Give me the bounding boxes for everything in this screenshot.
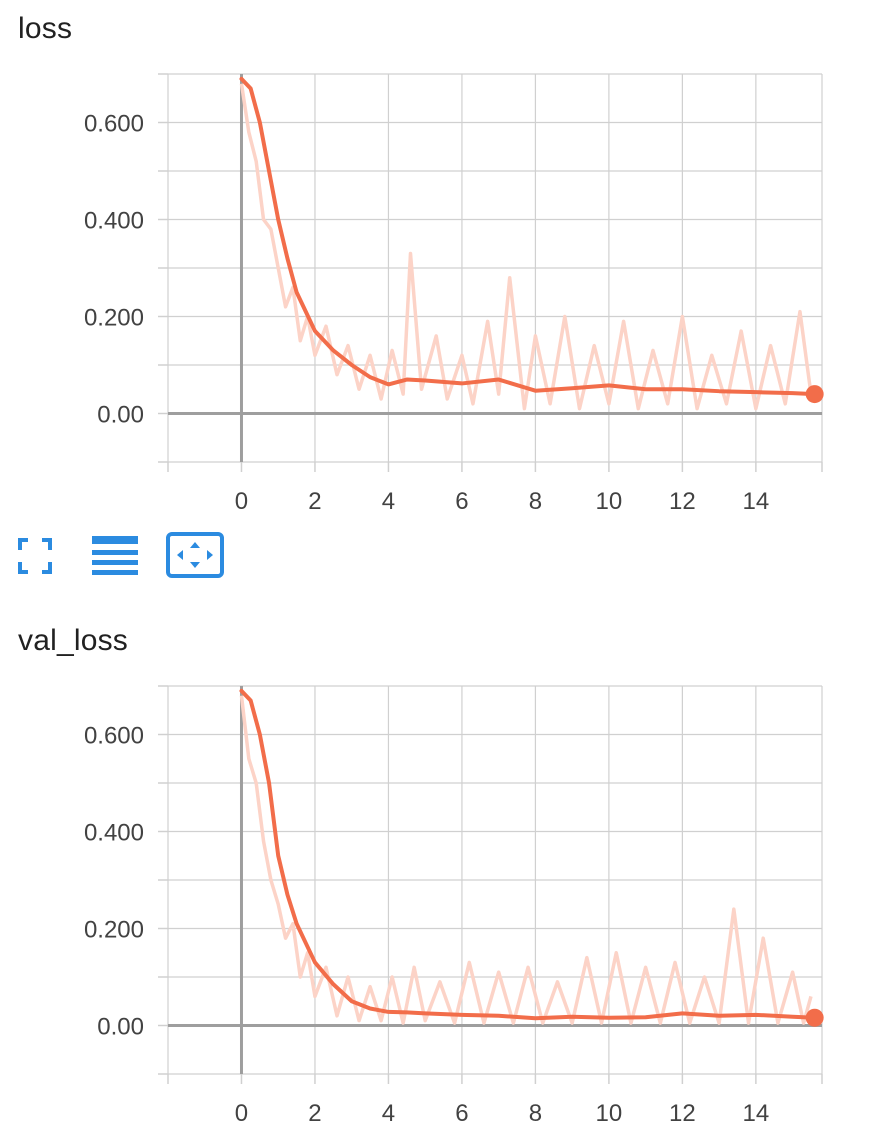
toggle-legend-button[interactable] [92,532,140,580]
raw-series-line [239,695,813,1025]
y-tick-label: 0.200 [84,917,144,944]
chart-title: loss [18,12,73,45]
loss-chart-panel: loss 0 2 4 6 8 10 12 14 0.00 0.200 0.400 0.600 [0,0,870,520]
y-tick-label: 0.400 [84,820,144,847]
raw-series-line [239,83,813,411]
y-tick-label: 0.600 [84,723,144,750]
fit-domain-icon [166,532,224,578]
loss-chart[interactable]: 0 2 4 6 8 10 12 14 0.00 0.200 0.400 0.600 [0,0,870,520]
y-tick-label: 0.200 [84,305,144,332]
x-tick-label: 2 [308,1100,321,1127]
fullscreen-icon [18,538,52,574]
fit-domain-button[interactable] [166,532,226,580]
x-tick-label: 4 [382,488,395,515]
x-tick-label: 14 [743,1100,770,1127]
x-tick-label: 12 [669,1100,696,1127]
y-tick-label: 0.00 [97,1014,144,1041]
x-tick-label: 14 [743,488,770,515]
x-tick-label: 6 [455,1100,468,1127]
smoothed-series-line [239,688,817,1021]
x-tick-label: 12 [669,488,696,515]
x-tick-label: 8 [529,1100,542,1127]
fullscreen-button[interactable] [16,532,56,580]
x-tick-label: 8 [529,488,542,515]
y-tick-label: 0.600 [84,111,144,138]
list-icon [92,536,138,575]
y-tick-label: 0.00 [97,402,144,429]
x-tick-label: 4 [382,1100,395,1127]
val-loss-chart[interactable]: 0 2 4 6 8 10 12 14 0.00 0.200 0.400 0.600 [0,612,870,1136]
x-tick-label: 6 [455,488,468,515]
x-tick-label: 10 [596,488,623,515]
last-point-marker[interactable] [805,385,824,404]
smoothed-series-line [239,76,817,397]
chart-toolbar [16,532,236,580]
x-tick-label: 10 [596,1100,623,1127]
y-tick-label: 0.400 [84,208,144,235]
x-tick-label: 2 [308,488,321,515]
last-point-marker[interactable] [805,1008,824,1027]
chart-title: val_loss [18,624,128,657]
val-loss-chart-panel: val_loss 0 2 4 6 8 10 12 14 0.00 0.200 0.400 0.600 [0,612,870,1136]
x-tick-label: 0 [235,1100,248,1127]
x-tick-label: 0 [235,488,248,515]
